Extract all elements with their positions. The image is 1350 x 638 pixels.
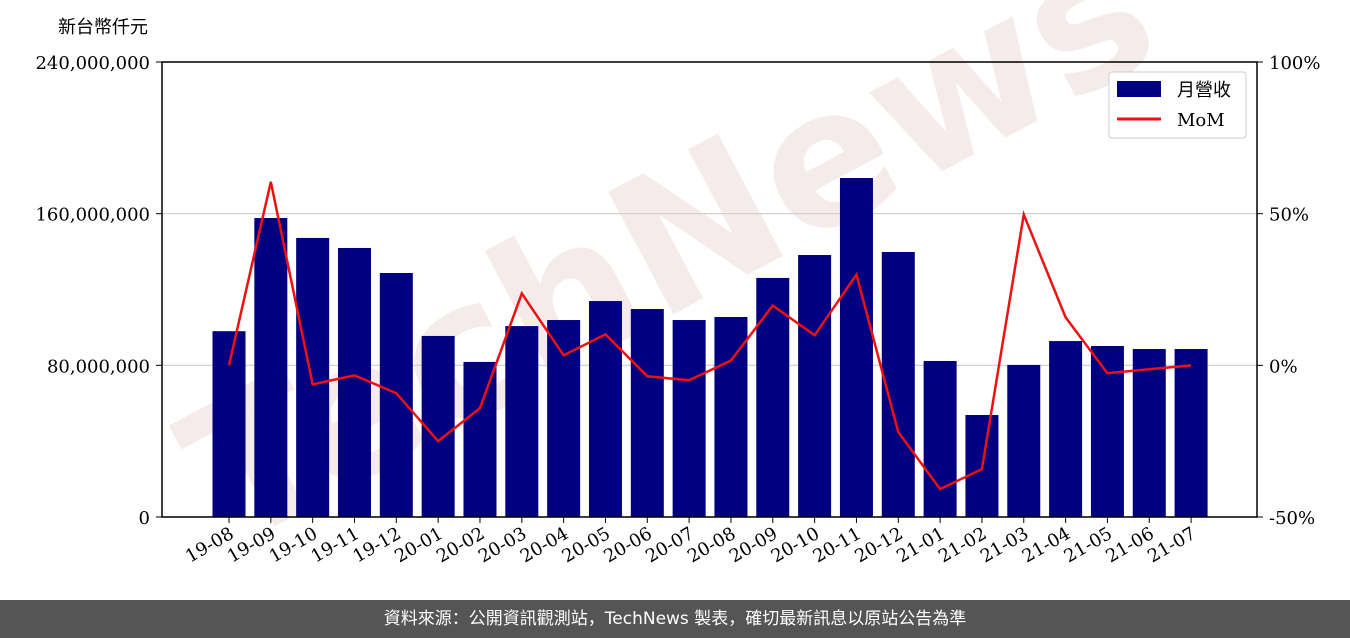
bar: [1090, 345, 1124, 517]
bar: [1174, 349, 1208, 517]
footer: 資料來源：公開資訊觀測站，TechNews 製表，確切最新訊息以原站公告為準: [0, 600, 1350, 638]
legend-label: MoM: [1177, 110, 1225, 131]
y-axis-label: 新台幣仟元: [58, 17, 148, 38]
bar: [463, 361, 497, 517]
legend-label: 月營收: [1177, 80, 1231, 101]
plot-frame: [161, 61, 1258, 518]
bar: [798, 254, 832, 517]
chart: 新台幣仟元 TechNews 080,000,000160,000,000240…: [35, 0, 1320, 588]
y2-tick-label: -50%: [1269, 508, 1315, 529]
bar: [630, 309, 664, 517]
bar: [588, 301, 622, 517]
y-tick-label: 80,000,000: [47, 356, 150, 377]
legend-swatch: [1117, 81, 1161, 97]
bar: [923, 360, 957, 517]
bar: [756, 277, 790, 517]
bar: [839, 178, 873, 517]
y-tick-label: 240,000,000: [35, 53, 150, 74]
bar: [1007, 364, 1041, 517]
bar: [505, 326, 539, 517]
y2-tick-label: 100%: [1269, 53, 1320, 74]
y2-tick-label: 0%: [1269, 356, 1298, 377]
bar: [337, 247, 371, 517]
legend: 月營收 MoM: [1108, 71, 1247, 139]
mom-line: [227, 181, 1192, 491]
bar: [1049, 341, 1083, 517]
bar: [212, 331, 246, 517]
y-tick-label: 0: [139, 508, 150, 529]
y2-tick-label: 50%: [1269, 205, 1309, 226]
bar: [421, 335, 455, 517]
bar: [672, 320, 706, 517]
bar: [881, 251, 915, 517]
bar: [714, 316, 748, 517]
bar: [547, 320, 581, 517]
bar: [254, 218, 288, 517]
x-tick-label: 21-07: [1144, 523, 1199, 567]
bar: [1132, 349, 1166, 517]
bar: [296, 237, 330, 517]
y-tick-label: 160,000,000: [35, 205, 150, 226]
